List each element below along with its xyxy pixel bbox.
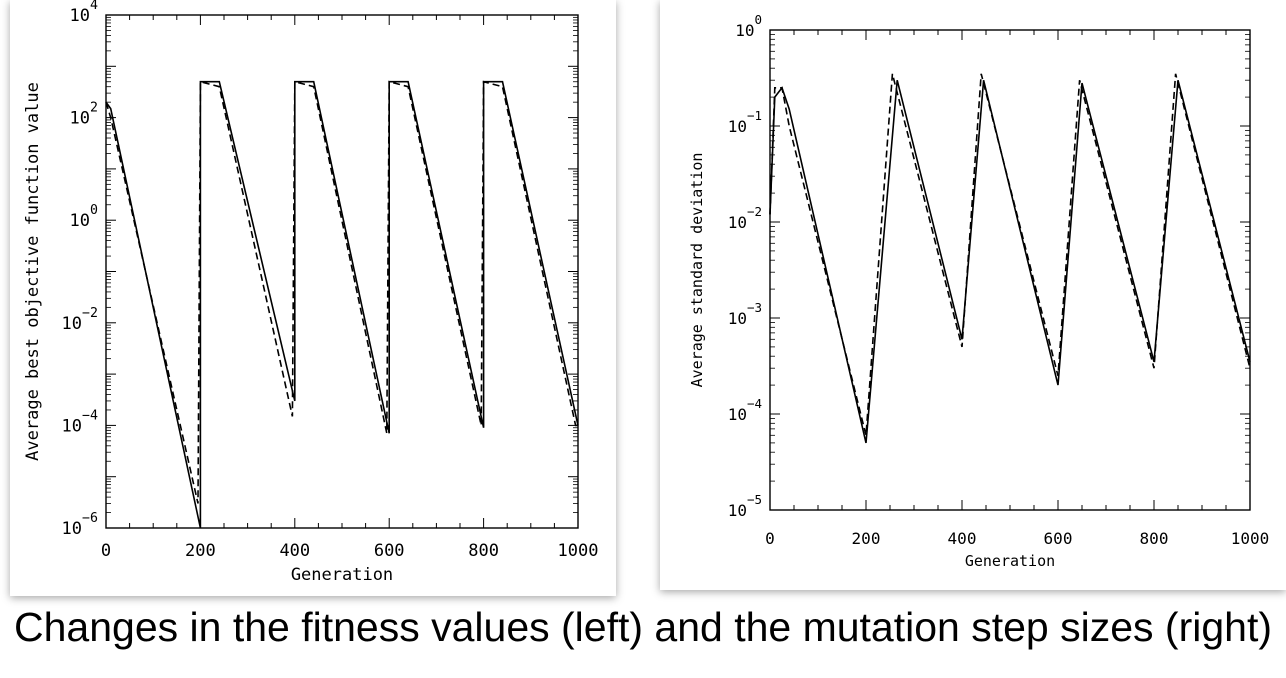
step-size-chart: 0 200 400 600 800 1000 100 10−1 10−2 10−3 10−4 10−5…	[688, 12, 1270, 570]
y-tick-label: 10−2	[62, 306, 98, 334]
solid-series-line	[105, 80, 579, 529]
x-tick-label: 200	[852, 529, 881, 548]
right-chart-panel: 0 200 400 600 800 1000 100 10−1 10−2 10−3 10−4 10−5…	[660, 0, 1286, 590]
y-axis-title: Average best objective function value	[23, 82, 43, 461]
plot-frame	[769, 29, 1251, 511]
x-tick-label: 200	[185, 541, 216, 561]
dashed-series-line	[105, 80, 578, 504]
x-tick-label: 400	[948, 529, 977, 548]
x-tick-label: 0	[765, 529, 775, 548]
fitness-chart: 0 200 400 600 800 1000 104 102 100 10−2 10−4 10−6 Ge…	[23, 0, 599, 585]
x-tick-label: 1000	[1231, 529, 1270, 548]
y-tick-label: 10−5	[728, 492, 762, 520]
x-axis-title: Generation	[291, 565, 393, 585]
y-tick-label: 10−4	[62, 408, 98, 436]
x-axis-title: Generation	[965, 552, 1055, 570]
y-tick-label: 104	[70, 0, 98, 26]
x-tick-label: 800	[468, 541, 499, 561]
left-chart-panel: 0 200 400 600 800 1000 104 102 100 10−2 10−4 10−6 Ge…	[10, 0, 616, 596]
x-tick-label: 800	[1140, 529, 1169, 548]
x-tick-label: 400	[279, 541, 310, 561]
y-tick-label: 102	[70, 101, 98, 129]
x-tick-label: 1000	[558, 541, 599, 561]
plot-frame	[105, 14, 579, 529]
dashed-series-line	[769, 73, 1251, 436]
figure-caption: Changes in the fitness values (left) and…	[14, 604, 1272, 650]
y-tick-label: 10−3	[728, 300, 762, 328]
y-axis-title: Average standard deviation	[688, 153, 706, 388]
x-tick-label: 600	[374, 541, 405, 561]
x-tick-label: 0	[101, 541, 111, 561]
y-tick-label: 100	[70, 203, 98, 231]
y-tick-label: 10−2	[728, 204, 762, 232]
y-tick-label: 10−6	[62, 511, 98, 539]
solid-series-line	[769, 80, 1251, 444]
y-tick-label: 10−4	[728, 396, 762, 424]
x-tick-label: 600	[1044, 529, 1073, 548]
y-tick-label: 10−1	[728, 108, 762, 136]
y-tick-label: 100	[735, 12, 762, 40]
